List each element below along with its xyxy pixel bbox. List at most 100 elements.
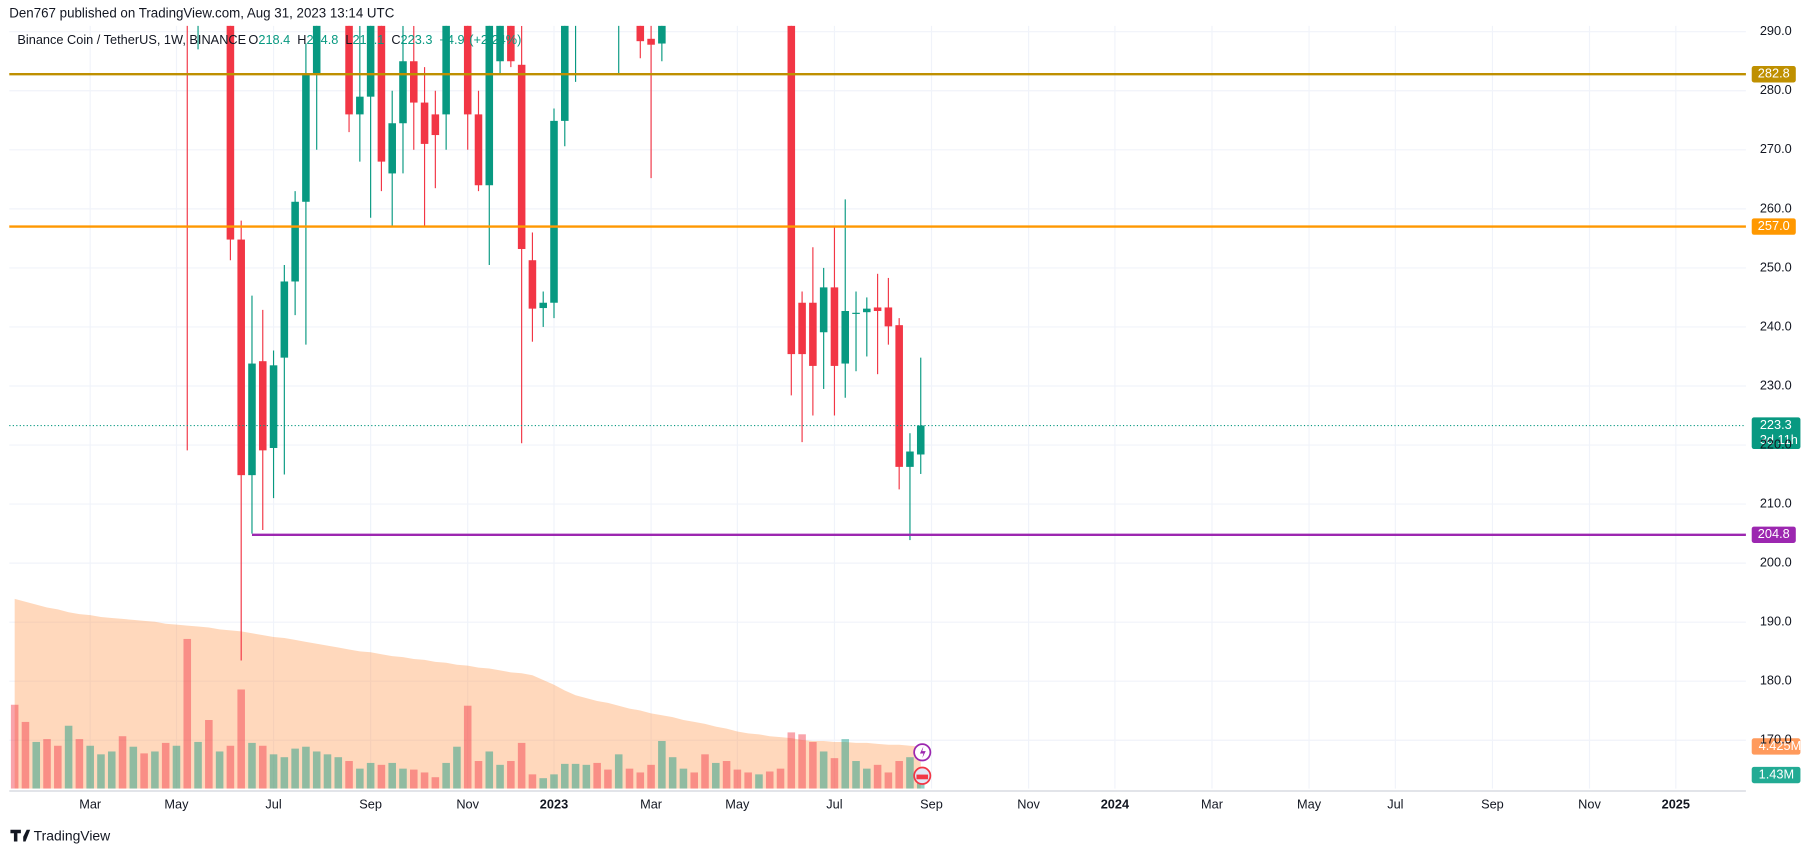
volume-label-box <box>1751 766 1801 784</box>
x-tick-label: Sep <box>359 796 382 811</box>
volume-bar <box>291 748 299 789</box>
volume-bar <box>722 761 731 789</box>
volume-bar <box>550 774 558 789</box>
volume-bar <box>690 772 699 789</box>
candle-body <box>852 312 860 314</box>
footer-text: TradingView <box>34 827 111 843</box>
candle-body <box>841 311 850 364</box>
volume-bar <box>539 778 547 789</box>
x-tick-label: 2023 <box>540 796 568 811</box>
publish-header: Den767 published on TradingView.com, Aug… <box>9 6 394 21</box>
ohlc-legend: Binance Coin / TetherUS, 1W, BINANCE O218… <box>17 32 521 47</box>
candle-body <box>366 25 375 97</box>
candle-body <box>787 25 796 355</box>
volume-value-label: 4.425M <box>1759 738 1802 753</box>
candle-body <box>895 325 903 467</box>
volume-bar <box>269 754 278 789</box>
x-tick-label: Mar <box>640 796 663 811</box>
volume-bar <box>841 739 850 789</box>
volume-bar <box>140 753 148 789</box>
volume-bar <box>571 763 580 789</box>
candle-body <box>798 302 806 355</box>
volume-bar <box>895 761 903 789</box>
volume-bar <box>744 772 752 789</box>
candle-body <box>830 287 839 366</box>
volume-bar <box>496 764 504 789</box>
candle-body <box>399 61 407 124</box>
y-tick-label: 220.0 <box>1760 436 1792 451</box>
volume-bar <box>593 762 601 789</box>
x-tick-label: Jul <box>265 796 281 811</box>
x-tick-label: Mar <box>79 796 102 811</box>
x-tick-label: Jul <box>1387 796 1403 811</box>
y-tick-label: 180.0 <box>1760 673 1792 688</box>
level-label: 282.8 <box>1758 66 1790 81</box>
volume-bar <box>54 745 62 789</box>
x-tick-label: 2025 <box>1662 796 1690 811</box>
x-tick-label: Sep <box>920 796 943 811</box>
legend-key: L <box>345 32 352 47</box>
volume-bar <box>442 762 450 789</box>
legend-value: 218.4 <box>258 32 290 47</box>
volume-bar <box>226 745 235 789</box>
volume-bar <box>334 757 343 789</box>
candle-body <box>485 25 494 186</box>
y-tick-label: 230.0 <box>1760 377 1792 392</box>
countdown-label: 3d 11h <box>1760 432 1798 447</box>
volume-bar <box>507 761 515 789</box>
event-flag <box>916 774 929 780</box>
candle-body <box>906 451 914 467</box>
level-label: 204.8 <box>1758 526 1790 541</box>
volume-bar <box>21 721 30 789</box>
volume-bar <box>776 768 785 789</box>
candle-body <box>345 25 353 115</box>
candle-body <box>410 61 418 103</box>
volume-bar <box>787 732 796 789</box>
x-tick-label: May <box>725 796 750 811</box>
legend-value: 215.1 <box>352 32 384 47</box>
volume-bar <box>118 736 127 789</box>
y-tick-label: 290.0 <box>1760 23 1792 38</box>
logo-icon <box>10 829 31 842</box>
volume-bar <box>10 704 19 789</box>
x-tick-label: Nov <box>456 796 479 811</box>
candle-body <box>496 25 504 62</box>
volume-bar <box>129 746 138 789</box>
volume-bar <box>151 751 159 789</box>
volume-bar <box>183 638 192 789</box>
volume-bar <box>86 745 94 789</box>
volume-bar <box>323 754 332 789</box>
volume-bar <box>528 774 537 789</box>
volume-bar <box>906 757 914 789</box>
volume-bar <box>712 762 720 789</box>
candle-body <box>819 287 828 333</box>
volume-bar <box>312 751 321 789</box>
candle-body <box>636 25 645 42</box>
level-label-box <box>1751 218 1796 235</box>
volume-bar <box>798 734 806 789</box>
volume-bar <box>604 769 612 789</box>
volume-bar <box>194 741 202 789</box>
x-tick-label: Sep <box>1481 796 1504 811</box>
candle-body <box>237 239 245 476</box>
candle-body <box>291 201 299 282</box>
x-tick-label: Jul <box>826 796 842 811</box>
candle-body <box>884 307 893 327</box>
volume-bar <box>453 746 461 789</box>
current-price-box <box>1751 417 1801 450</box>
volume-bar <box>582 764 591 789</box>
level-label-box <box>1751 526 1796 543</box>
legend-key: O <box>248 32 258 47</box>
volume-bar <box>873 764 882 789</box>
volume-bar <box>377 764 386 789</box>
candle-body <box>658 25 666 44</box>
candle-body <box>226 25 235 240</box>
x-tick-label: Nov <box>1017 796 1040 811</box>
x-tick-label: 2024 <box>1101 796 1130 811</box>
candle-body <box>474 114 483 186</box>
x-tick-label: Mar <box>1201 796 1224 811</box>
volume-bar <box>420 772 429 789</box>
candle-body <box>442 25 450 115</box>
